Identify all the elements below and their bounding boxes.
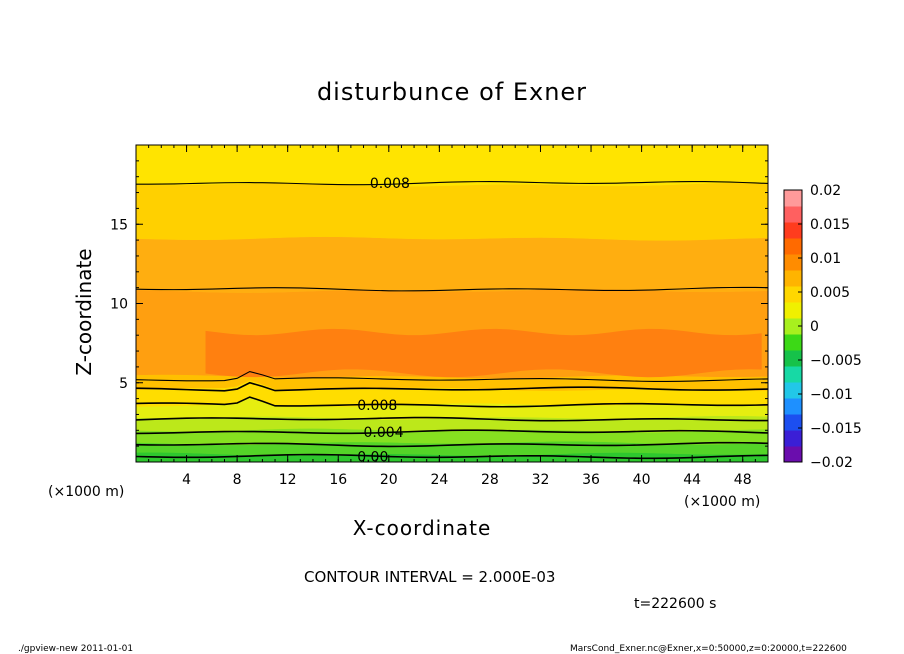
x-tick-label: 16 (329, 472, 347, 488)
colorbar-segment (784, 382, 802, 399)
contour-line (136, 370, 768, 383)
colorbar-tick-label: −0.005 (810, 353, 862, 369)
x-tick-label: 20 (380, 472, 398, 488)
colorbar-segment (784, 350, 802, 367)
colorbar-tick-label: 0.02 (810, 183, 841, 199)
contour-line (136, 453, 768, 460)
colorbar-tick-label: −0.015 (810, 421, 862, 437)
x-axis-unit: (×1000 m) (684, 494, 761, 510)
contour-line (136, 396, 768, 408)
colorbar-segment (784, 414, 802, 431)
x-tick-label: 12 (279, 472, 297, 488)
colorbar-segment (784, 366, 802, 383)
contour-label: 0.00 (357, 449, 388, 465)
x-axis-label: X-coordinate (352, 516, 492, 540)
footer-command: ./gpview-new 2011-01-01 (18, 644, 134, 654)
colorbar: 0.02 0.015 0.01 0.005 0 −0.005 −0.01 −0.015 −0.0… (783, 183, 862, 471)
contour-interval-label: CONTOUR INTERVAL = 2.000E-03 (304, 568, 556, 586)
colorbar-segment (784, 222, 802, 239)
contour-line (136, 181, 768, 186)
footer-source: MarsCond_Exner.nc@Exner,x=0:50000,z=0:20… (570, 644, 847, 654)
x-tick-label: 28 (481, 472, 499, 488)
contour-band (136, 145, 768, 187)
colorbar-segment (784, 318, 802, 335)
colorbar-segment (784, 286, 802, 303)
contour-core (205, 328, 762, 378)
colorbar-tick-label: −0.01 (810, 387, 853, 403)
colorbar-segment (784, 238, 802, 255)
contour-line (136, 441, 768, 448)
colorbar-segment (784, 430, 802, 447)
contour-line (136, 416, 768, 422)
colorbar-tick-label: −0.02 (810, 455, 853, 471)
contour-label: 0.008 (357, 398, 397, 414)
colorbar-tick-label: 0 (810, 319, 819, 335)
x-tick-label: 8 (233, 472, 242, 488)
contour-line (136, 381, 768, 392)
colorbar-tick-label: 0.01 (810, 251, 841, 267)
colorbar-tick-label: 0.005 (810, 285, 850, 301)
colorbar-segment (784, 446, 802, 463)
y-tick-label: 5 (119, 376, 128, 392)
contour-line (136, 429, 768, 435)
contour-band (136, 182, 768, 241)
x-tick-label: 44 (683, 472, 701, 488)
x-tick-label: 4 (182, 472, 191, 488)
x-tick-label: 36 (582, 472, 600, 488)
y-tick-label: 15 (110, 217, 128, 233)
plot-area: 0.008 0.008 0.004 0.00 (136, 145, 768, 465)
colorbar-segment (784, 254, 802, 271)
colorbar-segment (784, 270, 802, 287)
contour-label: 0.008 (370, 176, 410, 192)
colorbar-segment (784, 334, 802, 351)
x-tick-label: 48 (734, 472, 752, 488)
contour-label: 0.004 (364, 425, 404, 441)
y-axis-unit: (×1000 m) (48, 484, 125, 500)
contour-band (136, 236, 768, 293)
x-tick-label: 40 (633, 472, 651, 488)
colorbar-segment (784, 206, 802, 223)
chart-title: disturbunce of Exner (316, 78, 588, 106)
x-tick-label: 24 (430, 472, 448, 488)
colorbar-segment (784, 190, 802, 207)
colorbar-segment (784, 398, 802, 415)
y-tick-label: 10 (110, 297, 128, 313)
colorbar-tick-label: 0.015 (810, 217, 850, 233)
field (136, 145, 768, 462)
colorbar-segment (784, 302, 802, 319)
time-label: t=222600 s (634, 596, 717, 612)
contour-line (136, 286, 768, 292)
x-tick-label: 32 (532, 472, 550, 488)
